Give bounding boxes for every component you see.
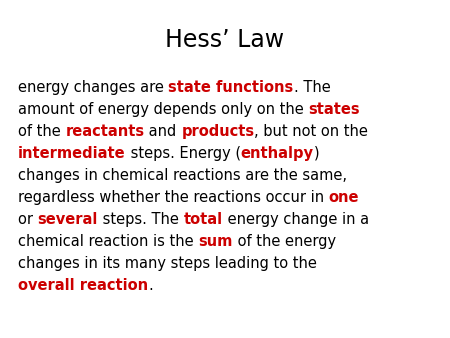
Text: steps. Energy (: steps. Energy ( (126, 146, 241, 161)
Text: sum: sum (198, 234, 233, 249)
Text: or: or (18, 212, 38, 227)
Text: , but not on the: , but not on the (255, 124, 369, 139)
Text: changes in its many steps leading to the: changes in its many steps leading to the (18, 256, 317, 271)
Text: amount of energy depends only on the: amount of energy depends only on the (18, 102, 308, 117)
Text: total: total (184, 212, 223, 227)
Text: enthalpy: enthalpy (241, 146, 314, 161)
Text: overall reaction: overall reaction (18, 278, 148, 293)
Text: Hess’ Law: Hess’ Law (166, 28, 284, 52)
Text: of the: of the (18, 124, 65, 139)
Text: and: and (144, 124, 181, 139)
Text: reactants: reactants (65, 124, 144, 139)
Text: energy change in a: energy change in a (223, 212, 369, 227)
Text: intermediate: intermediate (18, 146, 126, 161)
Text: regardless whether the reactions occur in: regardless whether the reactions occur i… (18, 190, 329, 205)
Text: one: one (329, 190, 359, 205)
Text: energy changes are: energy changes are (18, 80, 168, 95)
Text: .: . (148, 278, 153, 293)
Text: ): ) (314, 146, 320, 161)
Text: several: several (38, 212, 98, 227)
Text: . The: . The (294, 80, 330, 95)
Text: of the energy: of the energy (233, 234, 336, 249)
Text: states: states (308, 102, 360, 117)
Text: products: products (181, 124, 255, 139)
Text: changes in chemical reactions are the same,: changes in chemical reactions are the sa… (18, 168, 347, 183)
Text: steps. The: steps. The (98, 212, 184, 227)
Text: chemical reaction is the: chemical reaction is the (18, 234, 198, 249)
Text: state functions: state functions (168, 80, 294, 95)
